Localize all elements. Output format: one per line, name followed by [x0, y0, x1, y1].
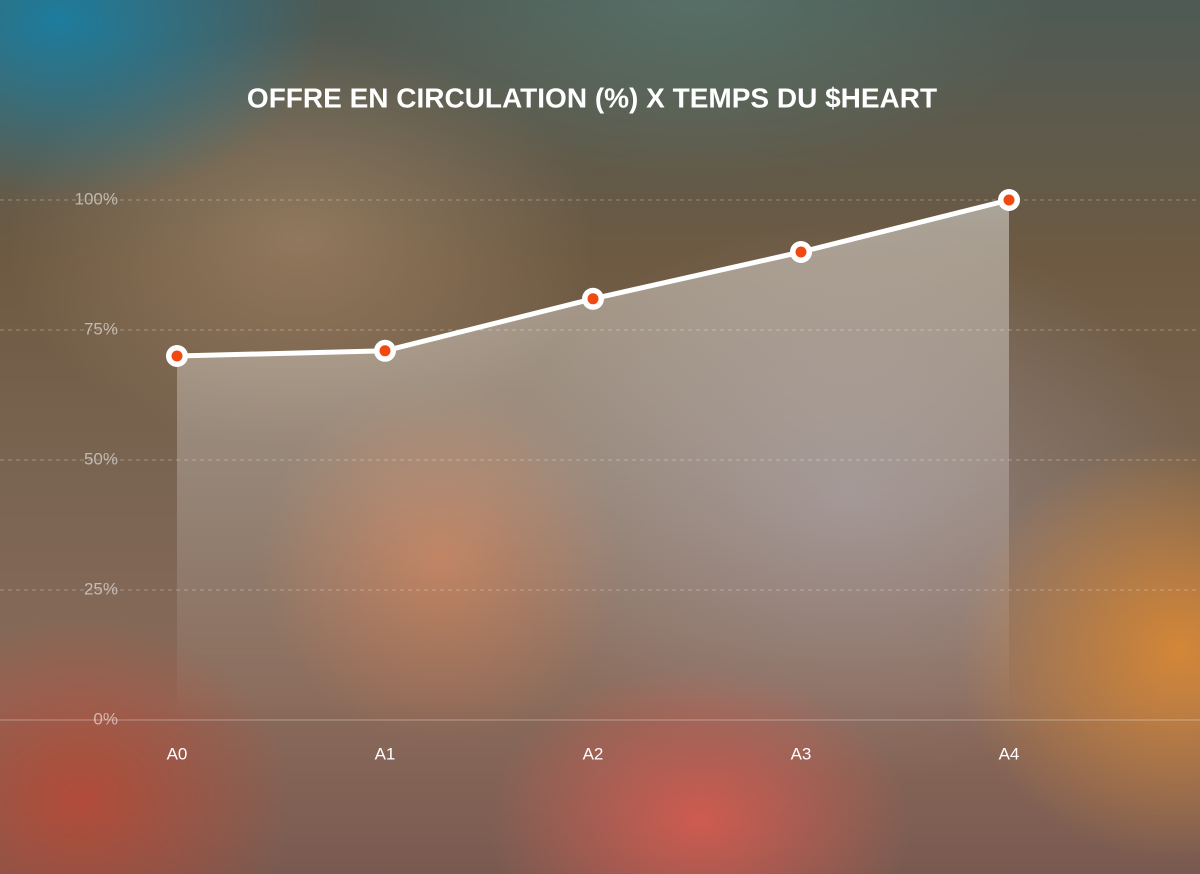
area: [177, 200, 1009, 720]
x-tick-label: A4: [999, 744, 1020, 763]
y-tick-label: 25%: [84, 579, 118, 598]
y-tick-label: 50%: [84, 449, 118, 468]
y-tick-label: 0%: [93, 709, 118, 728]
point: [1003, 194, 1015, 206]
y-tick-label: 100%: [75, 189, 118, 208]
point: [171, 350, 183, 362]
point: [379, 345, 391, 357]
chart-title: OFFRE EN CIRCULATION (%) X TEMPS DU $HEA…: [247, 82, 937, 113]
x-tick-label: A2: [583, 744, 604, 763]
point: [587, 293, 599, 305]
point: [795, 246, 807, 258]
x-tick-label: A3: [791, 744, 812, 763]
y-tick-label: 75%: [84, 319, 118, 338]
x-tick-label: A1: [375, 744, 396, 763]
x-tick-label: A0: [167, 744, 188, 763]
